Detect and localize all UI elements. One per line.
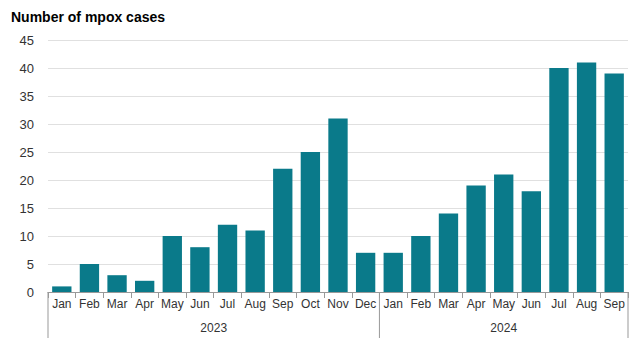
svg-text:20: 20: [20, 173, 34, 188]
svg-text:Jul: Jul: [220, 297, 235, 311]
svg-text:Jun: Jun: [522, 297, 541, 311]
svg-text:2024: 2024: [490, 321, 517, 335]
svg-text:Oct: Oct: [301, 297, 320, 311]
svg-text:2023: 2023: [200, 321, 227, 335]
svg-text:30: 30: [20, 117, 34, 132]
svg-text:Jul: Jul: [551, 297, 566, 311]
svg-text:May: May: [492, 297, 515, 311]
svg-text:Dec: Dec: [355, 297, 376, 311]
svg-text:Jun: Jun: [190, 297, 209, 311]
svg-text:Aug: Aug: [576, 297, 597, 311]
svg-text:Nov: Nov: [327, 297, 348, 311]
svg-text:Feb: Feb: [79, 297, 100, 311]
svg-text:Mar: Mar: [438, 297, 459, 311]
svg-text:25: 25: [20, 145, 34, 160]
svg-text:40: 40: [20, 61, 34, 76]
svg-text:Aug: Aug: [244, 297, 265, 311]
svg-text:Number of mpox cases: Number of mpox cases: [11, 9, 165, 25]
svg-text:Sep: Sep: [272, 297, 294, 311]
svg-text:Sep: Sep: [604, 297, 626, 311]
svg-text:5: 5: [27, 257, 34, 272]
svg-text:Jan: Jan: [384, 297, 403, 311]
svg-text:15: 15: [20, 201, 34, 216]
svg-text:Jan: Jan: [52, 297, 71, 311]
svg-text:0: 0: [27, 285, 34, 300]
svg-text:Apr: Apr: [135, 297, 154, 311]
svg-text:May: May: [161, 297, 184, 311]
svg-text:Apr: Apr: [467, 297, 486, 311]
svg-text:45: 45: [20, 33, 34, 48]
svg-text:Mar: Mar: [107, 297, 128, 311]
svg-text:10: 10: [20, 229, 34, 244]
svg-text:35: 35: [20, 89, 34, 104]
svg-text:Feb: Feb: [411, 297, 432, 311]
